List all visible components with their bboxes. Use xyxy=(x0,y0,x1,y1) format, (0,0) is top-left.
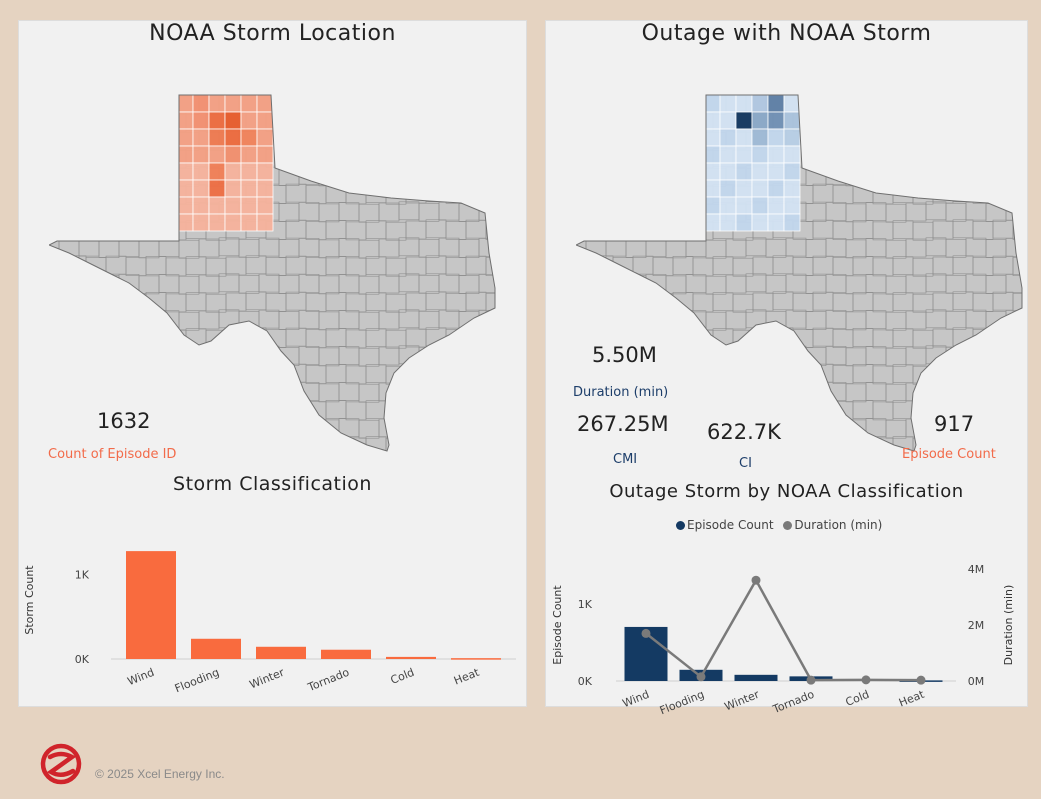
x-tick-label: Cold xyxy=(389,666,417,687)
legend-duration-dot-icon xyxy=(783,521,793,530)
duration-kpi-label: Duration (min) xyxy=(573,385,669,400)
duration-point-cold[interactable] xyxy=(861,675,871,685)
x-tick-label: Cold xyxy=(844,688,872,709)
legend-duration[interactable]: Duration (min) xyxy=(783,518,882,532)
episode-count-kpi-value: 917 xyxy=(934,412,975,436)
x-tick-label: Heat xyxy=(452,665,482,687)
episode-count-kpi-label: Episode Count xyxy=(902,447,996,462)
episode-id-count-value: 1632 xyxy=(97,409,151,433)
y2-tick-label: 0M xyxy=(968,675,985,688)
y-tick-label: 1K xyxy=(75,569,90,582)
y-tick-label: 0K xyxy=(75,653,90,666)
xcel-energy-logo-icon xyxy=(40,743,82,785)
x-tick-label: Winter xyxy=(723,688,762,714)
outage-highlight-region[interactable] xyxy=(703,95,801,232)
cmi-kpi-label: CMI xyxy=(613,452,638,467)
duration-line xyxy=(645,577,922,682)
x-tick-label: Wind xyxy=(621,688,652,710)
storm-classification-chart[interactable]: 0K 1K Storm Count Wind Flooding Winter Tornado… xyxy=(19,521,528,711)
y2-tick-label: 2M xyxy=(968,619,985,632)
duration-point-tornado[interactable] xyxy=(806,675,816,685)
ci-kpi-label: CI xyxy=(739,456,752,471)
outage-classification-chart[interactable]: 0K 1K 0M 2M 4M Episode Count Duration (min) Win… xyxy=(546,541,1029,717)
y2-tick-label: 4M xyxy=(968,563,985,576)
legend-episode-dot-icon xyxy=(676,521,685,530)
bar-heat[interactable] xyxy=(451,658,501,660)
y-axis-title: Storm Count xyxy=(23,565,36,635)
bar-flooding[interactable] xyxy=(191,638,241,659)
x-tick-label: Heat xyxy=(897,687,927,709)
cmi-kpi-value: 267.25M xyxy=(577,412,669,436)
y2-axis-title: Duration (min) xyxy=(1002,585,1015,666)
x-tick-label: Wind xyxy=(126,666,157,688)
duration-kpi-value: 5.50M xyxy=(592,343,657,367)
bar-winter[interactable] xyxy=(256,646,306,659)
outage-classification-title: Outage Storm by NOAA Classification xyxy=(609,481,964,502)
bar-cold[interactable] xyxy=(386,656,436,659)
duration-point-flooding[interactable] xyxy=(696,672,706,682)
storm-classification-title: Storm Classification xyxy=(173,473,372,495)
duration-point-wind[interactable] xyxy=(641,628,651,638)
ci-kpi-value: 622.7K xyxy=(707,420,781,444)
storm-highlight-region[interactable] xyxy=(176,95,274,232)
x-tick-label: Flooding xyxy=(173,666,221,696)
texas-outage-map[interactable] xyxy=(576,73,1036,463)
x-tick-label: Winter xyxy=(248,666,287,692)
outage-panel-title: Outage with NOAA Storm xyxy=(641,21,932,46)
texas-storm-map[interactable] xyxy=(49,73,509,463)
x-tick-label: Tornado xyxy=(770,688,816,717)
y-tick-label: 1K xyxy=(578,598,593,611)
chart-legend: Episode Count Duration (min) xyxy=(676,518,882,532)
bar-tornado[interactable] xyxy=(321,649,371,659)
copyright-text: © 2025 Xcel Energy Inc. xyxy=(95,767,225,781)
storm-panel-title: NOAA Storm Location xyxy=(149,21,396,46)
duration-point-winter[interactable] xyxy=(751,575,761,585)
y-axis-title: Episode Count xyxy=(551,585,564,665)
x-tick-label: Flooding xyxy=(658,688,706,718)
duration-point-heat[interactable] xyxy=(916,675,926,685)
y-tick-label: 0K xyxy=(578,675,593,688)
episode-id-count-label: Count of Episode ID xyxy=(48,447,177,462)
outage-storm-panel: Outage with NOAA Storm 5.50M Duration (m… xyxy=(545,20,1028,717)
x-tick-label: Tornado xyxy=(305,666,351,695)
bar-winter[interactable] xyxy=(734,674,778,681)
bar-wind[interactable] xyxy=(126,551,176,659)
legend-episode-count[interactable]: Episode Count xyxy=(676,518,774,532)
storm-location-panel: NOAA Storm Location 1632 Count of Episod… xyxy=(18,20,527,707)
